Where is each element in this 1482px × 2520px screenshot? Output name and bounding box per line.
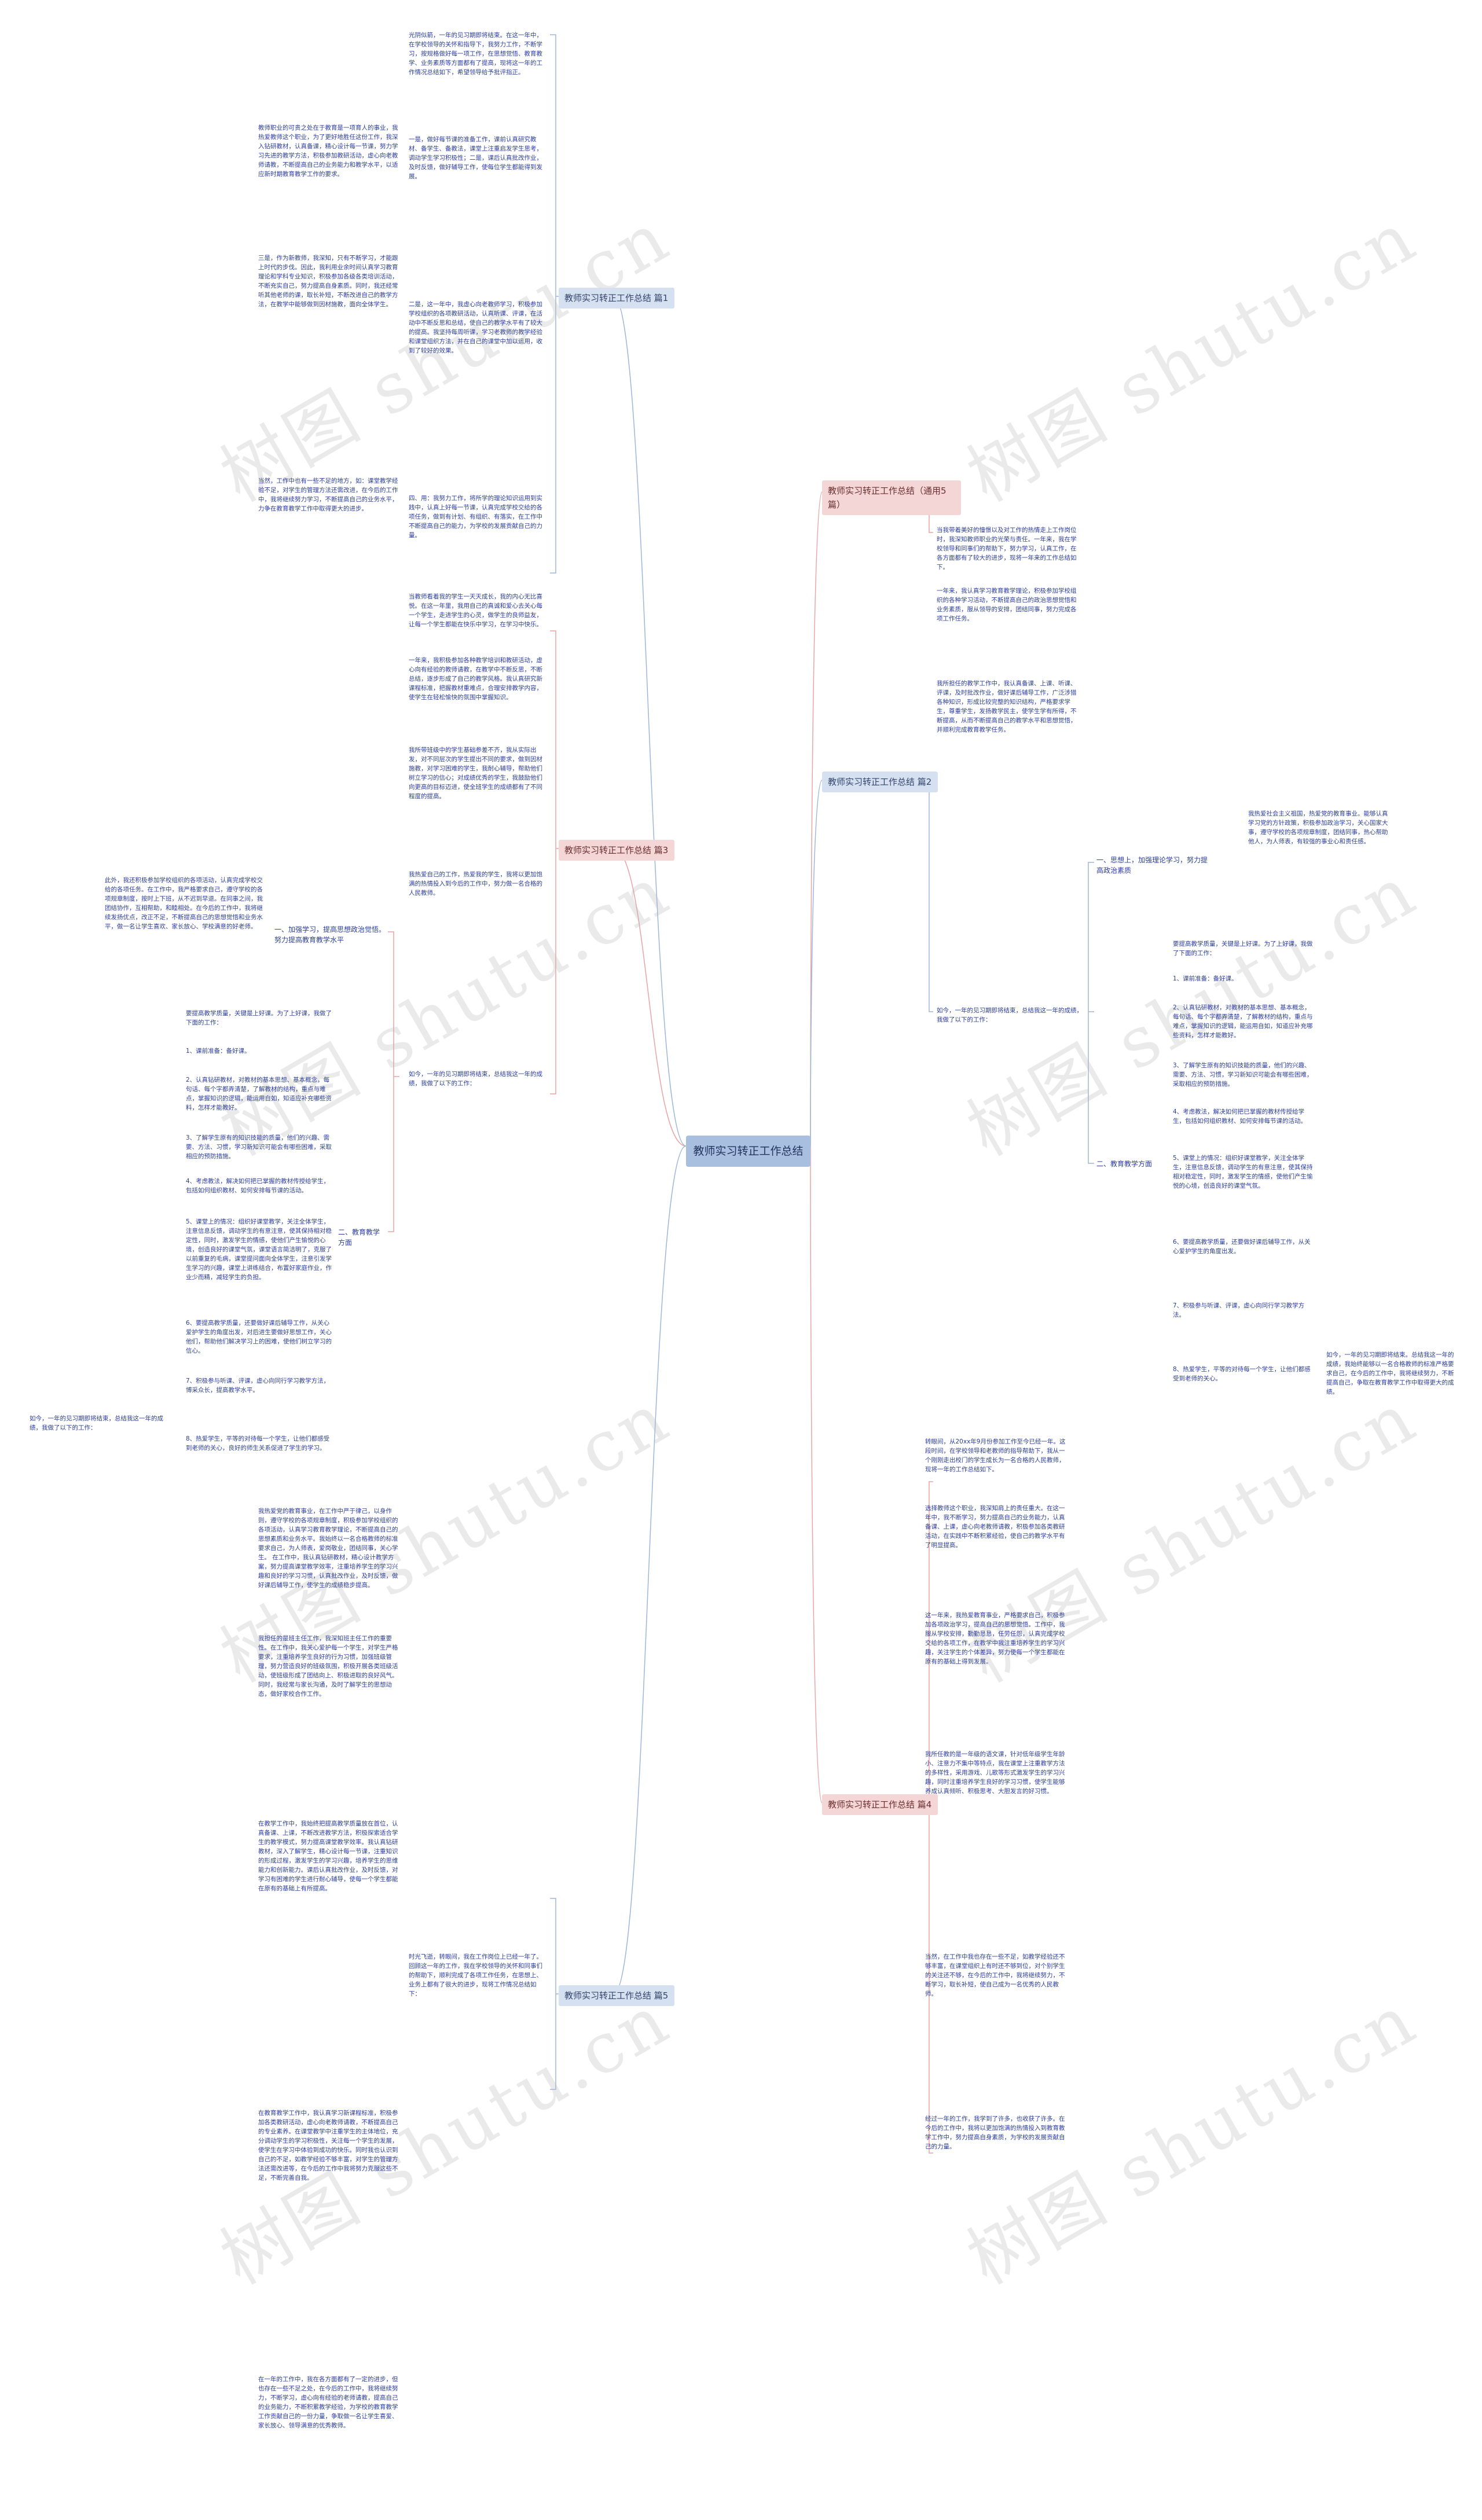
b5-paragraph: 在教学工作中，我始终把提高教学质量放在首位，认真备课、上课，不断改进教学方法，积… [258, 1820, 398, 1892]
b4-paragraph: 转眼间，从20xx年9月份参加工作至今已经一年。这段时间，在学校领导和老教师的指… [925, 1438, 1066, 1473]
link-b1-bracket [550, 34, 559, 574]
b2-section-1[interactable]: 一、思想上，加强理论学习，努力提高政治素质 [1096, 856, 1208, 875]
branch-3[interactable]: 教师实习转正工作总结 篇3 [559, 840, 674, 861]
link-root-b2 [810, 780, 823, 1147]
b1-paragraph: 当然，工作中也有一些不足的地方，如：课堂教学经验不足，对学生的管理方法还需改进，… [258, 477, 398, 512]
b4-paragraph: 经过一年的工作，我学到了许多，也收获了许多。在今后的工作中，我将以更加饱满的热情… [925, 2115, 1065, 2150]
b6-paragraph: 当我带着美好的憧憬以及对工作的热情走上工作岗位时，我深知教师职业的光荣与责任。一… [937, 527, 1077, 571]
b1-paragraph: 一是，做好每节课的准备工作，课前认真研究教材、备学生、备教法，课堂上注重启发学生… [409, 136, 542, 180]
b2-section-2[interactable]: 二、教育教学方面 [1096, 1160, 1153, 1168]
b3-summary: 如今，一年的见习期即将结束，总结我这一年的成绩，我做了以下的工作： [409, 1071, 542, 1087]
b5-paragraph: 我担任的是班主任工作，我深知班主任工作的重要性。在工作中，我关心爱护每一个学生，… [258, 1635, 398, 1698]
b5-paragraph: 在一年的工作中，我在各方面都有了一定的进步，但也存在一些不足之处，在今后的工作中… [258, 2376, 398, 2429]
b3-intro: 要提高教学质量，关键是上好课。为了上好课，我做了下面的工作： [186, 1010, 332, 1026]
branch-2[interactable]: 教师实习转正工作总结 篇2 [822, 772, 938, 792]
b3-item: 7、积极参与听课、评课，虚心向同行学习教学方法，博采众长，提高教学水平。 [186, 1377, 330, 1394]
b6-paragraph: 一年来，我认真学习教育教学理论，积极参加学校组织的各种学习活动，不断提高自己的政… [937, 587, 1077, 622]
b2-item: 5、课堂上的情况：组织好课堂教学，关注全体学生，注意信息反馈，调动学生的有意注意… [1173, 1155, 1313, 1189]
branch-4[interactable]: 教师实习转正工作总结 篇4 [822, 1794, 938, 1815]
b2-summary: 如今，一年的见习期即将结束，总结我这一年的成绩，我做了以下的工作： [937, 1007, 1083, 1023]
b2-closing: 如今，一年的见习期即将结束。总结我这一年的成绩，我始终能够以一名合格教师的标准严… [1326, 1351, 1454, 1395]
link-root-b5 [613, 1145, 687, 1994]
b2-item: 3、了解学生原有的知识技能的质量，他们的兴趣、需要、方法、习惯，学习新知识可能会… [1173, 1062, 1313, 1088]
b4-paragraph: 选择教师这个职业，我深知肩上的责任重大。在这一年中，我不断学习，努力提高自己的业… [925, 1505, 1065, 1549]
link-b3-sub [388, 931, 399, 1232]
b3-item: 2、认真钻研教材，对教材的基本思想、基本概念，每句话、每个字都弄清楚，了解教材的… [186, 1077, 332, 1111]
b1-paragraph: 教师职业的可贵之处在于教育是一项育人的事业，我热爱教师这个职业，为了更好地胜任这… [258, 124, 398, 178]
b3-item: 1、课前准备：备好课。 [186, 1048, 251, 1055]
b5-paragraph: 时光飞逝，转眼间，我在工作岗位上已经一年了。回顾这一年的工作，我在学校领导的关怀… [409, 1953, 542, 1997]
b3-paragraph: 我所带班级中的学生基础参差不齐，我从实际出发，对不同层次的学生提出不同的要求，做… [409, 747, 542, 800]
b4-paragraph: 当然，在工作中我也存在一些不足，如教学经验还不够丰富，在课堂组织上有时还不够到位… [925, 1953, 1065, 1997]
link-b4-bracket [926, 1481, 933, 2154]
b3-side-paragraph: 此外，我还积极参加学校组织的各项活动，认真完成学校交给的各项任务。在工作中，我严… [105, 877, 263, 930]
link-b2-sub [1088, 862, 1094, 1164]
b2-intro: 要提高教学质量，关键是上好课。为了上好课，我做了下面的工作： [1173, 941, 1313, 957]
link-b5-bracket [550, 1898, 559, 2090]
b2-item: 8、热爱学生，平等的对待每一个学生，让他们都感受到老师的关心。 [1173, 1366, 1311, 1382]
link-root-b1 [613, 296, 687, 1147]
b3-paragraph: 一年来，我积极参加各种教学培训和教研活动，虚心向有经验的教师请教，在教学中不断反… [409, 657, 542, 701]
b3-paragraph: 当教师看着我的学生一天天成长，我的内心无比喜悦。在这一年里，我用自己的真诚和爱心… [409, 593, 542, 628]
b4-paragraph: 这一年来，我热爱教育事业，严格要求自己，积极参加各项政治学习，提高自己的思想觉悟… [925, 1612, 1065, 1665]
b1-paragraph: 四、用：我努力工作，将所学的理论知识运用到实践中，认真上好每一节课，认真完成学校… [409, 495, 542, 539]
branch-general[interactable]: 教师实习转正工作总结（通用5篇） [822, 480, 961, 515]
link-b3-bracket [550, 630, 559, 1094]
b1-paragraph: 光阴似箭，一年的见习期即将结束。在这一年中，在学校领导的关怀和指导下，我努力工作… [409, 32, 542, 76]
b3-item: 4、考虑教法，解决如何把已掌握的教材传授给学生，包括如何组织教材、如何安排每节课… [186, 1178, 330, 1194]
b3-section-1[interactable]: 一、加强学习，提高思想政治觉悟。努力提高教育教学水平 [274, 925, 386, 944]
b6-paragraph: 我所担任的教学工作中，我认真备课、上课、听课、评课，及时批改作业，做好课后辅导工… [937, 680, 1077, 733]
b2-item: 2、认真钻研教材，对教材的基本思想、基本概念，每句话、每个字都弄清楚，了解教材的… [1173, 1004, 1313, 1039]
link-b2-bracket [926, 780, 933, 1012]
b1-paragraph: 三是，作为新教师，我深知，只有不断学习，才能跟上时代的步伐。因此，我利用业余时间… [258, 255, 398, 308]
link-root-b3 [613, 848, 687, 1147]
b5-paragraph: 在教育教学工作中，我认真学习新课程标准，积极参加各类教研活动，虚心向老教师请教，… [258, 2110, 398, 2181]
b3-item: 6、要提高教学质量，还要做好课后辅导工作，从关心爱护学生的角度出发，对后进生要做… [186, 1320, 332, 1354]
link-root-b4 [810, 1145, 823, 1803]
root-topic[interactable]: 教师实习转正工作总结 [686, 1136, 810, 1167]
b1-paragraph: 二是，这一年中，我虚心向老教师学习，积极参加学校组织的各项教研活动，认真听课、评… [409, 301, 542, 354]
b2-section-1-text: 我热爱社会主义祖国，热爱党的教育事业。能够认真学习党的方针政策，积极参加政治学习… [1248, 810, 1388, 845]
b3-item: 8、热爱学生，平等的对待每一个学生，让他们都感受到老师的关心，良好的师生关系促进… [186, 1435, 330, 1452]
b4-paragraph: 我所任教的是一年级的语文课，针对低年级学生年龄小、注意力不集中等特点，我在课堂上… [925, 1751, 1065, 1795]
b3-closing: 如今，一年的见习期即将结束，总结我这一年的成绩，我做了以下的工作： [30, 1415, 163, 1431]
b3-section-2[interactable]: 二、教育教学方面 [338, 1228, 380, 1247]
b3-paragraph: 我热爱自己的工作，热爱我的学生，我将以更加饱满的热情投入到今后的工作中，努力做一… [409, 871, 542, 897]
branch-5[interactable]: 教师实习转正工作总结 篇5 [559, 1985, 674, 2006]
b2-item: 1、课前准备：备好课。 [1173, 975, 1238, 982]
branch-1[interactable]: 教师实习转正工作总结 篇1 [559, 288, 674, 308]
b2-item: 7、积极参与听课、评课，虚心向同行学习教学方法。 [1173, 1302, 1305, 1318]
b2-item: 6、要提高教学质量，还要做好课后辅导工作，从关心爱护学生的角度出发。 [1173, 1239, 1311, 1255]
b2-item: 4、考虑教法，解决如何把已掌握的教材传授给学生，包括如何组织教材、如何安排每节课… [1173, 1108, 1307, 1125]
b3-item: 3、了解学生原有的知识技能的质量，他们的兴趣、需要、方法、习惯，学习新知识可能会… [186, 1134, 332, 1160]
b5-paragraph: 我热爱党的教育事业，在工作中严于律己，以身作则，遵守学校的各项规章制度，积极参加… [258, 1508, 398, 1589]
b3-item: 5、课堂上的情况：组织好课堂教学，关注全体学生，注意信息反馈，调动学生的有意注意… [186, 1218, 332, 1281]
